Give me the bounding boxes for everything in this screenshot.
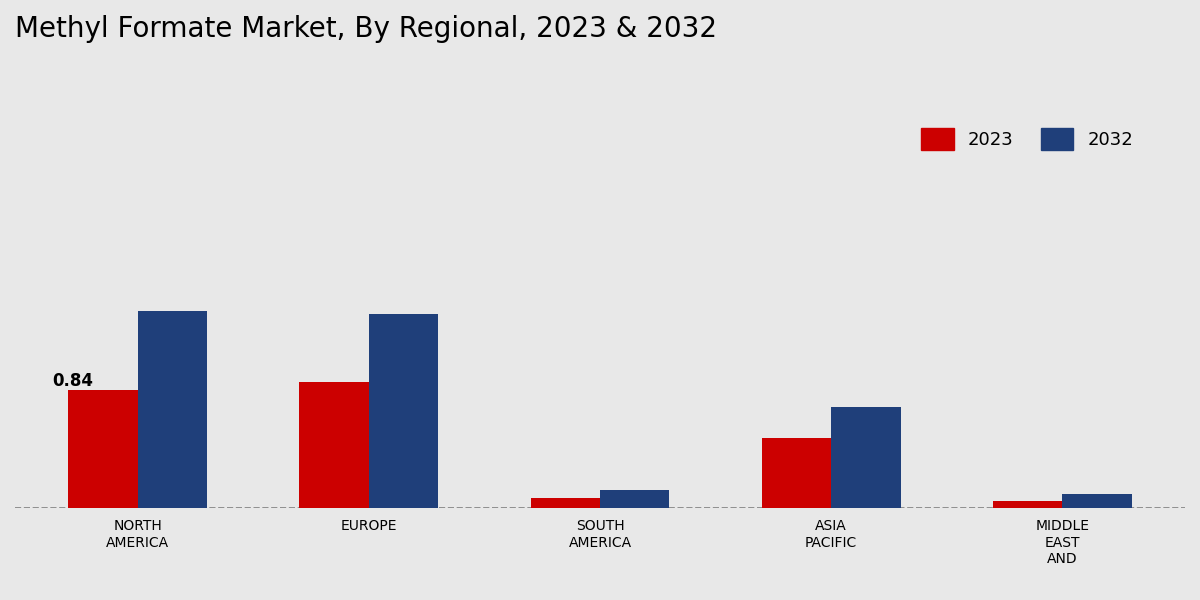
Bar [530, 499, 600, 508]
Bar [832, 407, 900, 508]
Bar [994, 501, 1062, 508]
Bar [300, 382, 368, 508]
Bar [600, 490, 670, 508]
Text: Methyl Formate Market, By Regional, 2023 & 2032: Methyl Formate Market, By Regional, 2023… [16, 15, 718, 43]
Legend: 2023, 2032: 2023, 2032 [914, 121, 1141, 157]
Text: 0.84: 0.84 [52, 372, 92, 390]
Bar [368, 314, 438, 508]
Bar [1062, 494, 1132, 508]
Bar [138, 311, 206, 508]
Bar [68, 390, 138, 508]
Bar [762, 438, 832, 508]
